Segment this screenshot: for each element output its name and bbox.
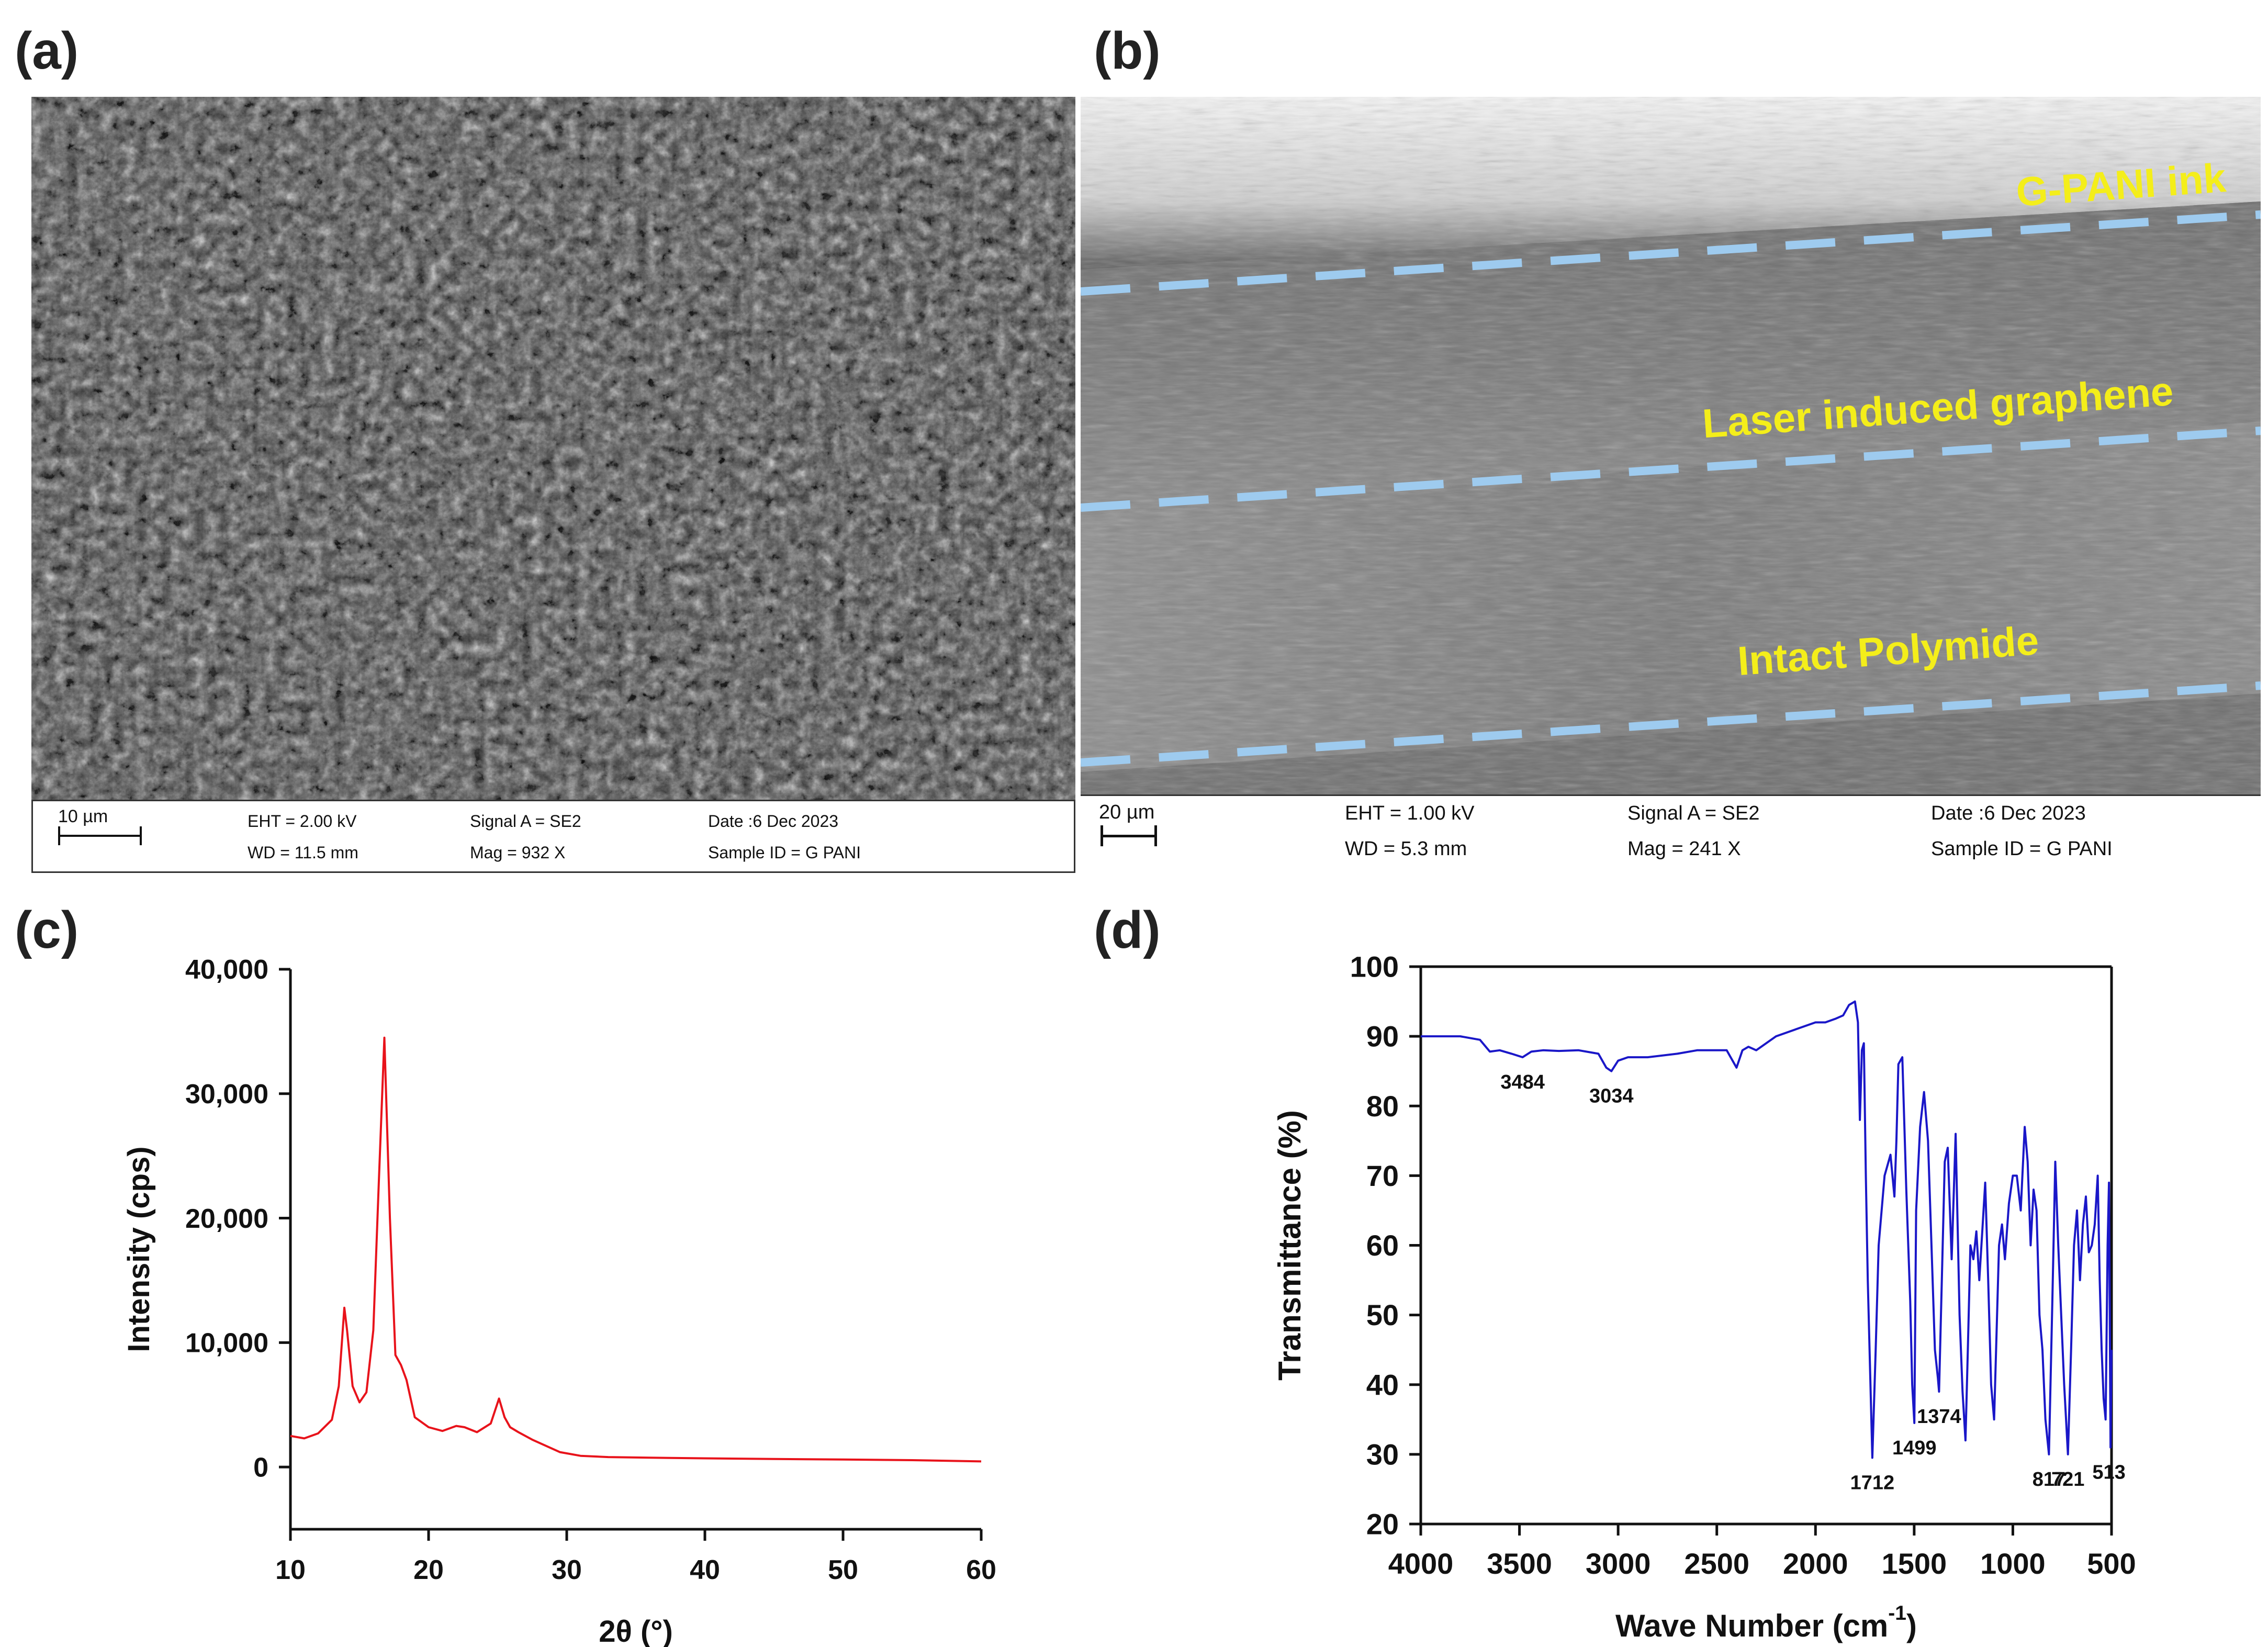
y-tick-label: 30 bbox=[1366, 1438, 1399, 1471]
mag-a: Mag = 932 X bbox=[470, 843, 566, 862]
date-b: Date :6 Dec 2023 bbox=[1931, 802, 2086, 824]
peak-annotation: 817 bbox=[2033, 1469, 2065, 1491]
sem-image-a bbox=[31, 97, 1075, 801]
panel-a-letter: (a) bbox=[15, 21, 79, 80]
sem-texture-a bbox=[31, 97, 1075, 801]
y-axis-label: Transmittance (%) bbox=[1272, 1110, 1307, 1381]
peak-annotation: 513 bbox=[2092, 1462, 2125, 1484]
signal-a: Signal A = SE2 bbox=[470, 812, 581, 831]
sem-image-b: G-PANI ink Laser induced graphene Intact… bbox=[1081, 97, 2261, 796]
peak-annotation: 3034 bbox=[1589, 1085, 1634, 1107]
x-tick-label: 1000 bbox=[1980, 1547, 2046, 1580]
series-line bbox=[1421, 1000, 2113, 1459]
x-tick-label: 2500 bbox=[1684, 1547, 1749, 1580]
xrd-chart: 10 20 30 40 50 60 0 10,000 20,000 30,000 40,000 2θ … bbox=[122, 955, 996, 1647]
scale-bar-a bbox=[58, 835, 142, 837]
y-tick-label: 20,000 bbox=[185, 1204, 268, 1234]
wd-b: WD = 5.3 mm bbox=[1345, 838, 1467, 860]
x-axis-label: 2θ (°) bbox=[599, 1615, 673, 1647]
scale-bar-b-tick-left bbox=[1101, 825, 1103, 846]
scale-bar-label-b: 20 µm bbox=[1099, 801, 1155, 823]
scale-bar-b bbox=[1101, 835, 1157, 837]
y-tick-label: 40,000 bbox=[185, 955, 268, 985]
eht-a: EHT = 2.00 kV bbox=[248, 812, 357, 831]
y-tick-label: 40 bbox=[1366, 1368, 1399, 1401]
sample-a: Sample ID = G PANI bbox=[708, 843, 861, 862]
x-tick-label: 60 bbox=[966, 1555, 996, 1585]
x-tick-label: 30 bbox=[552, 1555, 582, 1585]
y-tick-label: 10,000 bbox=[185, 1328, 268, 1359]
scale-bar-a-tick-left bbox=[58, 826, 60, 845]
boundary-line-bottom bbox=[1081, 681, 2261, 767]
y-tick-label: 30,000 bbox=[185, 1079, 268, 1110]
y-tick-label: 100 bbox=[1350, 950, 1399, 983]
scale-bar-b-tick-right bbox=[1154, 825, 1157, 846]
boundary-line-top bbox=[1081, 210, 2261, 296]
panel-c-letter: (c) bbox=[15, 901, 79, 959]
x-tick-label: 40 bbox=[690, 1555, 720, 1585]
y-tick-label: 90 bbox=[1366, 1020, 1399, 1053]
y-tick-label: 60 bbox=[1366, 1229, 1399, 1262]
sem-databar-b: 20 µm EHT = 1.00 kV WD = 5.3 mm Signal A… bbox=[1081, 794, 2261, 873]
x-tick-label: 4000 bbox=[1388, 1547, 1454, 1580]
x-tick-label: 2000 bbox=[1783, 1547, 1848, 1580]
chart-d-group: 4000 3500 3000 2500 2000 1500 1000 500 20 30 40 50 6… bbox=[1272, 950, 2136, 1643]
x-tick-label: 50 bbox=[828, 1555, 858, 1585]
date-a: Date :6 Dec 2023 bbox=[708, 812, 839, 831]
sem-databar-a: 10 µm EHT = 2.00 kV WD = 11.5 mm Signal … bbox=[31, 800, 1075, 873]
boundary-line-middle bbox=[1081, 427, 2261, 512]
scale-bar-a-tick-right bbox=[140, 826, 142, 845]
ftir-chart: 4000 3500 3000 2500 2000 1500 1000 500 20 30 40 50 6… bbox=[1272, 950, 2136, 1643]
mag-b: Mag = 241 X bbox=[1627, 838, 1741, 860]
peak-annotation: 1712 bbox=[1850, 1472, 1895, 1494]
peak-annotation: 3484 bbox=[1500, 1071, 1545, 1093]
y-tick-label: 50 bbox=[1366, 1298, 1399, 1331]
peak-annotation: 721 bbox=[2051, 1469, 2084, 1491]
y-tick-label: 0 bbox=[253, 1452, 268, 1483]
signal-b: Signal A = SE2 bbox=[1627, 802, 1760, 824]
y-axis-label: Intensity (cps) bbox=[122, 1146, 156, 1352]
eht-b: EHT = 1.00 kV bbox=[1345, 802, 1475, 824]
x-tick-label: 10 bbox=[275, 1555, 306, 1585]
sem-crosssection-b: G-PANI ink Laser induced graphene Intact… bbox=[1081, 97, 2261, 796]
x-tick-label: 20 bbox=[413, 1555, 444, 1585]
sample-b: Sample ID = G PANI bbox=[1931, 838, 2113, 860]
series-line bbox=[290, 1036, 982, 1463]
peak-annotation: 1499 bbox=[1892, 1437, 1937, 1459]
panel-b-letter: (b) bbox=[1094, 21, 1161, 80]
scale-bar-label-a: 10 µm bbox=[58, 806, 108, 826]
x-axis-label: Wave Number (cm-1) bbox=[1615, 1602, 1917, 1643]
peak-annotation: 1374 bbox=[1917, 1406, 1961, 1428]
wd-a: WD = 11.5 mm bbox=[248, 843, 358, 862]
chart-c-group: 10 20 30 40 50 60 0 10,000 20,000 30,000 40,000 2θ … bbox=[122, 955, 996, 1647]
x-tick-label: 3000 bbox=[1586, 1547, 1651, 1580]
panel-d-letter: (d) bbox=[1094, 901, 1161, 959]
x-tick-label: 1500 bbox=[1882, 1547, 1947, 1580]
y-tick-label: 80 bbox=[1366, 1090, 1399, 1123]
y-tick-label: 20 bbox=[1366, 1508, 1399, 1541]
x-tick-label: 3500 bbox=[1487, 1547, 1552, 1580]
y-tick-label: 70 bbox=[1366, 1159, 1399, 1192]
x-tick-label: 500 bbox=[2087, 1547, 2136, 1580]
